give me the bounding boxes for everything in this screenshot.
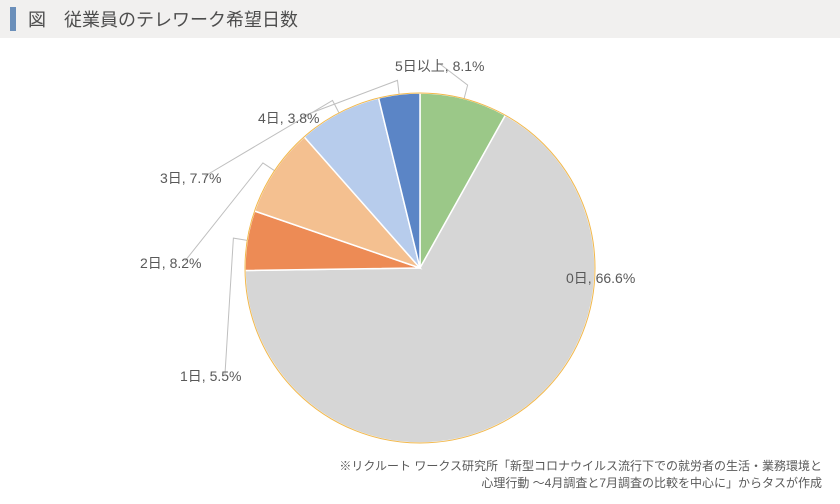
chart-title-bar: 図 従業員のテレワーク希望日数 [0, 0, 840, 38]
slice-label: 1日, 5.5% [180, 366, 241, 386]
slice-label: 5日以上, 8.1% [395, 56, 484, 76]
title-text: 従業員のテレワーク希望日数 [64, 6, 298, 32]
title-prefix: 図 [28, 6, 46, 32]
title-accent [10, 7, 16, 31]
slice-label: 2日, 8.2% [140, 253, 201, 273]
slice-label: 4日, 3.8% [258, 108, 319, 128]
footnote-line2: 心理行動 ～4月調査と7月調査の比較を中心に」からタスが作成 [481, 476, 822, 490]
slice-label: 3日, 7.7% [160, 168, 221, 188]
leader-line [225, 238, 247, 374]
slice-label: 0日, 66.6% [566, 268, 635, 288]
pie-svg [0, 38, 840, 458]
pie-chart: 5日以上, 8.1% 0日, 66.6% 1日, 5.5% 2日, 8.2% 3日, 7… [0, 38, 840, 458]
footnote: ※リクルート ワークス研究所「新型コロナウイルス流行下での就労者の生活・業務環境… [0, 458, 840, 500]
